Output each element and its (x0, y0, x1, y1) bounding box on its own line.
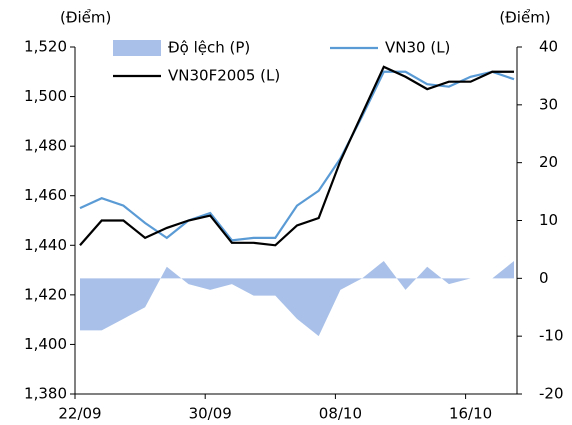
y2-tick-label: 0 (539, 269, 549, 287)
y2-tick-label: 10 (539, 211, 558, 229)
y-tick-label: 1,440 (24, 236, 67, 254)
y-tick-label: 1,460 (24, 186, 67, 204)
legend-label: Độ lệch (P) (168, 39, 250, 57)
y-tick-label: 1,520 (24, 38, 67, 56)
y-tick-label: 1,380 (24, 385, 67, 403)
y-tick-label: 1,400 (24, 335, 67, 353)
y-tick-label: 1,480 (24, 137, 67, 155)
y-axis-label: (Điểm) (60, 9, 111, 27)
legend-label: VN30F2005 (L) (168, 67, 280, 85)
legend-label: VN30 (L) (385, 39, 450, 57)
y2-tick-label: 20 (539, 153, 558, 171)
y2-axis-label: (Điểm) (499, 9, 550, 27)
legend-swatch (113, 40, 161, 56)
line (79, 70, 515, 242)
x-tick-label: 08/10 (319, 405, 362, 423)
y2-tick-label: -10 (539, 327, 564, 345)
x-tick-label: 16/10 (449, 405, 492, 423)
line (79, 65, 514, 247)
y2-tick-label: 40 (539, 38, 558, 56)
y-tick-label: 1,420 (24, 285, 67, 303)
y2-tick-label: -20 (539, 385, 564, 403)
area (80, 260, 514, 337)
x-tick-label: 30/09 (189, 405, 232, 423)
y-tick-label: 1,500 (24, 87, 67, 105)
x-tick-label: 22/09 (58, 405, 101, 423)
y2-tick-label: 30 (539, 95, 558, 113)
